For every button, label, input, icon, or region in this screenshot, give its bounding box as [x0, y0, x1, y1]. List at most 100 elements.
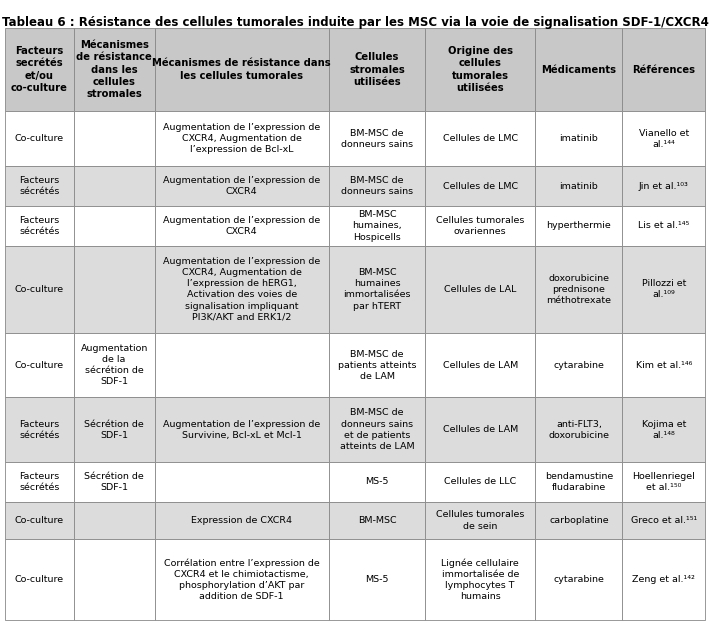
Text: Références: Références — [632, 65, 695, 75]
Text: Augmentation de l’expression de
CXCR4, Augmentation de
l’expression de hERG1,
Ac: Augmentation de l’expression de CXCR4, A… — [163, 257, 320, 321]
Bar — [425, 166, 535, 206]
Text: Cellules de LLC: Cellules de LLC — [444, 477, 516, 486]
Text: Corrélation entre l’expression de
CXCR4 et le chimiotactisme,
phosphorylation d’: Corrélation entre l’expression de CXCR4 … — [164, 558, 320, 601]
Text: Vianello et
al.¹⁴⁴: Vianello et al.¹⁴⁴ — [638, 129, 689, 149]
Bar — [155, 166, 329, 206]
Bar — [329, 502, 425, 540]
Text: Lignée cellulaire
immortalisée de
lymphocytes T
humains: Lignée cellulaire immortalisée de lympho… — [442, 558, 519, 601]
Bar — [5, 112, 74, 166]
Text: Médicaments: Médicaments — [541, 65, 616, 75]
Text: Lis et al.¹⁴⁵: Lis et al.¹⁴⁵ — [638, 221, 689, 231]
Text: Cellules de LAM: Cellules de LAM — [442, 361, 518, 369]
Text: BM-MSC de
donneurs sains
et de patients
atteints de LAM: BM-MSC de donneurs sains et de patients … — [339, 409, 415, 451]
Text: Cellules de LMC: Cellules de LMC — [442, 135, 518, 143]
Text: carboplatine: carboplatine — [549, 516, 608, 525]
Bar — [329, 540, 425, 620]
Bar — [329, 462, 425, 502]
Text: Facteurs
sécrétés: Facteurs sécrétés — [19, 419, 60, 440]
Text: Facteurs
sécrétés: Facteurs sécrétés — [19, 176, 60, 196]
Bar — [535, 112, 623, 166]
Bar — [425, 502, 535, 540]
Bar — [5, 462, 74, 502]
Bar — [329, 112, 425, 166]
Text: BM-MSC
humaines,
Hospicells: BM-MSC humaines, Hospicells — [352, 211, 402, 242]
Text: BM-MSC de
patients atteints
de LAM: BM-MSC de patients atteints de LAM — [338, 350, 416, 381]
Text: MS-5: MS-5 — [365, 575, 389, 584]
Bar — [623, 28, 705, 112]
Bar — [535, 28, 623, 112]
Bar — [155, 397, 329, 462]
Bar — [623, 246, 705, 333]
Bar — [535, 246, 623, 333]
Bar — [155, 462, 329, 502]
Text: bendamustine
fludarabine: bendamustine fludarabine — [545, 472, 613, 492]
Bar — [623, 333, 705, 397]
Text: Facteurs
sécrétés: Facteurs sécrétés — [19, 472, 60, 492]
Text: Zeng et al.¹⁴²: Zeng et al.¹⁴² — [633, 575, 695, 584]
Text: Mécanismes
de résistance
dans les
cellules
stromales: Mécanismes de résistance dans les cellul… — [76, 40, 152, 100]
Bar — [74, 28, 155, 112]
Text: Kim et al.¹⁴⁶: Kim et al.¹⁴⁶ — [635, 361, 692, 369]
Text: imatinib: imatinib — [559, 135, 599, 143]
Bar — [5, 166, 74, 206]
Bar — [425, 206, 535, 246]
Bar — [74, 462, 155, 502]
Text: Co-culture: Co-culture — [15, 285, 64, 294]
Text: Jin et al.¹⁰³: Jin et al.¹⁰³ — [639, 182, 689, 191]
Bar — [425, 246, 535, 333]
Bar — [5, 540, 74, 620]
Bar — [535, 333, 623, 397]
Bar — [329, 166, 425, 206]
Text: Cellules tumorales
ovariennes: Cellules tumorales ovariennes — [436, 216, 525, 236]
Text: doxorubicine
prednisone
méthotrexate: doxorubicine prednisone méthotrexate — [547, 274, 611, 305]
Bar — [5, 206, 74, 246]
Bar — [623, 206, 705, 246]
Text: Cellules
stromales
utilisées: Cellules stromales utilisées — [349, 52, 405, 87]
Text: anti-FLT3,
doxorubicine: anti-FLT3, doxorubicine — [548, 419, 609, 440]
Text: Cellules de LAM: Cellules de LAM — [442, 425, 518, 434]
Text: Augmentation de l’expression de
Survivine, Bcl-xL et Mcl-1: Augmentation de l’expression de Survivin… — [163, 419, 320, 440]
Bar — [623, 462, 705, 502]
Bar — [623, 540, 705, 620]
Bar — [535, 540, 623, 620]
Text: Kojima et
al.¹⁴⁸: Kojima et al.¹⁴⁸ — [642, 419, 686, 440]
Bar — [425, 28, 535, 112]
Bar — [74, 502, 155, 540]
Text: Origine des
cellules
tumorales
utilisées: Origine des cellules tumorales utilisées — [448, 46, 513, 93]
Bar — [5, 246, 74, 333]
Text: BM-MSC: BM-MSC — [358, 516, 396, 525]
Bar — [155, 246, 329, 333]
Bar — [329, 28, 425, 112]
Bar — [5, 333, 74, 397]
Text: Pillozzi et
al.¹⁰⁹: Pillozzi et al.¹⁰⁹ — [642, 279, 686, 300]
Bar — [623, 502, 705, 540]
Text: BM-MSC
humaines
immortalisées
par hTERT: BM-MSC humaines immortalisées par hTERT — [343, 269, 411, 311]
Bar — [74, 112, 155, 166]
Bar — [535, 502, 623, 540]
Bar — [535, 462, 623, 502]
Text: Expression de CXCR4: Expression de CXCR4 — [191, 516, 293, 525]
Text: Mécanismes de résistance dans
les cellules tumorales: Mécanismes de résistance dans les cellul… — [153, 59, 331, 81]
Bar — [425, 462, 535, 502]
Text: Cellules de LMC: Cellules de LMC — [442, 182, 518, 191]
Bar — [74, 246, 155, 333]
Text: Co-culture: Co-culture — [15, 575, 64, 584]
Bar — [155, 112, 329, 166]
Bar — [623, 112, 705, 166]
Bar — [155, 502, 329, 540]
Bar — [74, 166, 155, 206]
Text: hyperthermie: hyperthermie — [547, 221, 611, 231]
Bar — [329, 333, 425, 397]
Text: Co-culture: Co-culture — [15, 135, 64, 143]
Text: BM-MSC de
donneurs sains: BM-MSC de donneurs sains — [341, 129, 413, 149]
Bar — [5, 28, 74, 112]
Bar — [329, 246, 425, 333]
Bar — [74, 540, 155, 620]
Bar — [5, 397, 74, 462]
Bar — [74, 206, 155, 246]
Text: Cellules tumorales
de sein: Cellules tumorales de sein — [436, 510, 525, 531]
Text: Hoellenriegel
et al.¹⁵⁰: Hoellenriegel et al.¹⁵⁰ — [633, 472, 695, 492]
Text: Augmentation
de la
sécrétion de
SDF-1: Augmentation de la sécrétion de SDF-1 — [80, 344, 148, 386]
Text: Facteurs
secrétés
et/ou
co-culture: Facteurs secrétés et/ou co-culture — [11, 46, 68, 93]
Bar — [329, 397, 425, 462]
